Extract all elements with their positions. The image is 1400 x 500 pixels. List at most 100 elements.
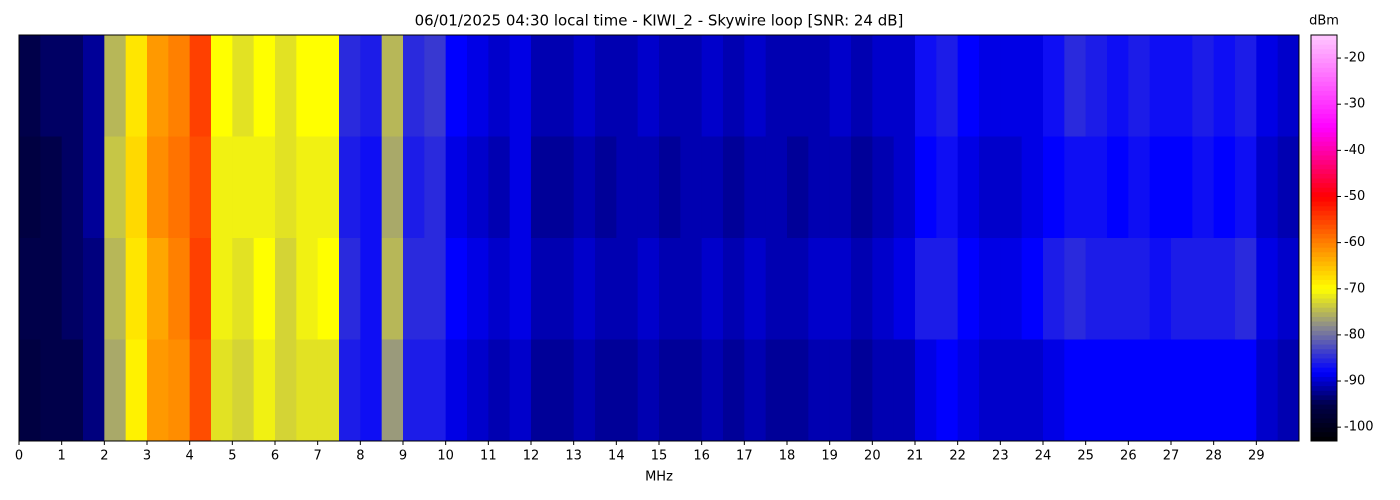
heatmap-cell [189, 136, 212, 239]
x-tick-label: 15 [651, 449, 668, 464]
heatmap-cell [1107, 238, 1129, 340]
heatmap-cell [104, 339, 127, 442]
heatmap-cell [744, 35, 767, 137]
heatmap-cell [83, 35, 105, 137]
heatmap-cell [616, 35, 639, 137]
heatmap-cell [851, 35, 873, 137]
x-tick-label: 11 [480, 449, 497, 464]
x-tick-label: 26 [1120, 449, 1137, 464]
x-tick-label: 16 [693, 449, 710, 464]
colorbar-tick-label: -30 [1344, 97, 1365, 112]
x-tick-label: 19 [821, 449, 838, 464]
heatmap-cell [1021, 35, 1044, 137]
heatmap-cell [1085, 238, 1108, 340]
x-tick-label: 7 [314, 449, 322, 464]
heatmap-cell [104, 238, 127, 340]
heatmap-cell [147, 136, 169, 239]
heatmap-cell [445, 339, 468, 442]
heatmap-cell [979, 238, 1001, 340]
heatmap-cell [701, 238, 724, 340]
heatmap-cell [339, 35, 361, 137]
heatmap-cell [1256, 35, 1279, 137]
heatmap-cell [552, 136, 575, 239]
heatmap-cell [1277, 136, 1300, 239]
heatmap-cell [61, 238, 84, 340]
colorbar-tick-label: -100 [1344, 420, 1374, 435]
heatmap-cell [829, 339, 852, 442]
heatmap-cell [1107, 136, 1129, 239]
heatmap-cell [893, 238, 916, 340]
heatmap-cell [488, 339, 511, 442]
heatmap-cell [509, 238, 532, 340]
heatmap-cell [296, 238, 319, 340]
heatmap-cell [275, 339, 297, 442]
heatmap-cell [168, 238, 191, 340]
heatmap-cell [424, 238, 447, 340]
heatmap-cell [1277, 339, 1300, 442]
heatmap-cell [1128, 35, 1151, 137]
heatmap-cell [787, 136, 809, 239]
heatmap-cell [957, 136, 980, 239]
heatmap-cell [1021, 339, 1044, 442]
heatmap-cell [851, 136, 873, 239]
heatmap-cell [829, 136, 852, 239]
heatmap-cell [1171, 136, 1193, 239]
heatmap-cell [19, 339, 41, 442]
heatmap-cell [915, 339, 937, 442]
heatmap [19, 35, 1300, 442]
heatmap-cell [1235, 238, 1257, 340]
heatmap-cell [744, 136, 767, 239]
heatmap-cell [1256, 136, 1279, 239]
heatmap-cell [40, 35, 63, 137]
heatmap-cell [1128, 136, 1151, 239]
heatmap-cell [1107, 339, 1129, 442]
heatmap-cell [1235, 136, 1257, 239]
heatmap-cell [1277, 35, 1300, 137]
heatmap-cell [872, 238, 895, 340]
heatmap-cell [147, 35, 169, 137]
x-tick-label: 12 [523, 449, 540, 464]
x-tick-label: 28 [1205, 449, 1222, 464]
heatmap-cell [808, 339, 831, 442]
heatmap-cell [979, 136, 1001, 239]
heatmap-cell [1000, 136, 1023, 239]
heatmap-cell [403, 238, 425, 340]
heatmap-cell [1149, 136, 1172, 239]
heatmap-cell [83, 238, 105, 340]
heatmap-cell [829, 238, 852, 340]
colorbar-label: dBm [1309, 14, 1339, 29]
heatmap-cell [317, 238, 340, 340]
heatmap-cell [1043, 238, 1065, 340]
heatmap-cell [211, 136, 233, 239]
heatmap-cell [1213, 238, 1236, 340]
colorbar-tick-label: -50 [1344, 189, 1365, 204]
x-tick-label: 24 [1035, 449, 1052, 464]
heatmap-cell [1235, 35, 1257, 137]
heatmap-cell [1021, 136, 1044, 239]
heatmap-cell [317, 35, 340, 137]
heatmap-cell [872, 35, 895, 137]
heatmap-cell [189, 238, 212, 340]
heatmap-cell [381, 238, 404, 340]
heatmap-cell [168, 339, 191, 442]
heatmap-cell [168, 136, 191, 239]
heatmap-cell [1149, 339, 1172, 442]
x-tick-label: 14 [608, 449, 625, 464]
heatmap-cell [595, 238, 617, 340]
heatmap-cell [253, 238, 276, 340]
heatmap-cell [1149, 238, 1172, 340]
heatmap-cell [659, 136, 681, 239]
heatmap-cell [1064, 136, 1087, 239]
heatmap-cell [232, 238, 255, 340]
heatmap-cell [40, 339, 63, 442]
heatmap-cell [723, 339, 745, 442]
heatmap-cell [296, 136, 319, 239]
heatmap-cell [83, 136, 105, 239]
heatmap-cell [467, 136, 489, 239]
heatmap-cell [509, 339, 532, 442]
heatmap-cell [1192, 136, 1215, 239]
heatmap-cell [595, 35, 617, 137]
heatmap-cell [211, 35, 233, 137]
heatmap-cell [552, 339, 575, 442]
